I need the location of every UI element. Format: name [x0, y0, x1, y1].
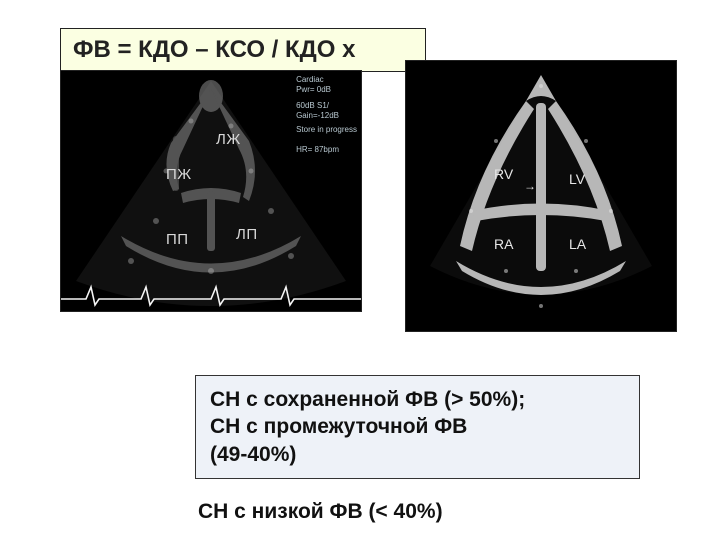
- label-ra-left: ПП: [166, 231, 189, 248]
- tech-l2: Pwr= 0dB: [296, 85, 357, 95]
- label-la-left: ЛП: [236, 226, 258, 243]
- info-line-1: СН с сохраненной ФВ (> 50%);: [210, 386, 625, 413]
- arrow-icon: →: [524, 179, 536, 193]
- info-box: СН с сохраненной ФВ (> 50%); СН с промеж…: [195, 375, 640, 479]
- echo-image-left: ЛЖ ПЖ ЛП ПП Cardiac Pwr= 0dB 60dB S1/ Ga…: [60, 70, 362, 312]
- tech-l5: Store in progress: [296, 125, 357, 135]
- label-ra-right: RA: [494, 236, 513, 252]
- echo-left-tech: Cardiac Pwr= 0dB 60dB S1/ Gain=-12dB Sto…: [296, 75, 357, 155]
- label-rv-left: ПЖ: [166, 166, 192, 183]
- info-line-3: (49-40%): [210, 441, 625, 468]
- tech-l1: Cardiac: [296, 75, 357, 85]
- formula-box: ФВ = КДО – КСО / КДО х: [60, 28, 426, 72]
- info-line-2: СН с промежуточной ФВ: [210, 413, 625, 440]
- info-line-4: СН с низкой ФВ (< 40%): [198, 500, 443, 524]
- label-lv-right: LV: [569, 171, 585, 187]
- formula-line-1: ФВ = КДО – КСО / КДО х: [73, 36, 355, 63]
- echo-image-right: RV LV RA LA →: [405, 60, 677, 332]
- ecg-trace: [61, 279, 361, 309]
- tech-l3: 60dB S1/: [296, 101, 357, 111]
- label-la-right: LA: [569, 236, 586, 252]
- tech-l6: HR= 87bpm: [296, 145, 357, 155]
- tech-l4: Gain=-12dB: [296, 111, 357, 121]
- label-rv-right: RV: [494, 166, 513, 182]
- label-lv-left: ЛЖ: [216, 131, 241, 148]
- echo-right-svg: [406, 61, 676, 331]
